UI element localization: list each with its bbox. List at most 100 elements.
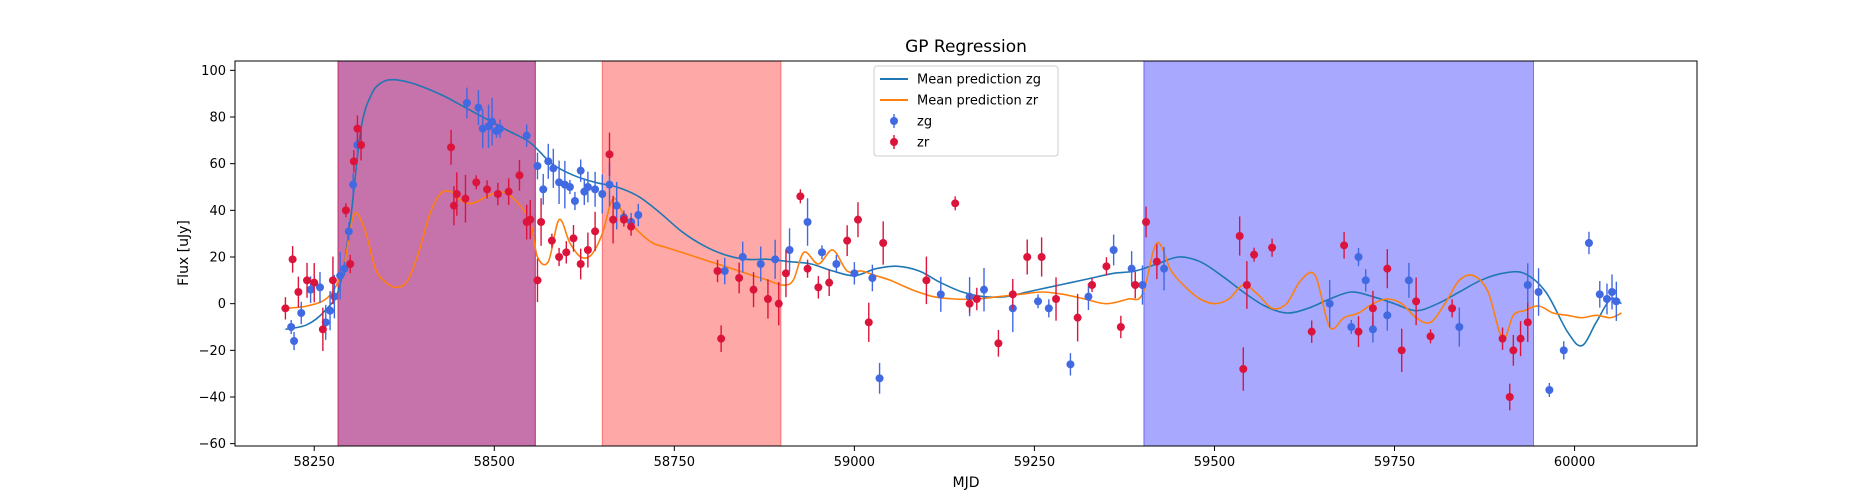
zr-point (318, 325, 327, 334)
zr-point (357, 141, 366, 149)
zr-point (1131, 281, 1140, 289)
zr-point (562, 248, 571, 257)
zg-point (868, 274, 877, 282)
zr-point (310, 278, 319, 287)
legend-marker-swatch (890, 117, 898, 125)
zg-point (462, 99, 471, 107)
zr-point (346, 260, 355, 268)
zr-point (281, 304, 290, 313)
zg-point (832, 260, 841, 268)
zg-point (315, 283, 324, 292)
legend-label: Mean prediction zg (917, 73, 1041, 88)
shaded-regions (337, 61, 1535, 446)
zg-point (875, 374, 884, 383)
zg-point (1455, 323, 1464, 331)
zr-point (843, 236, 852, 245)
x-axis-label: MJD (953, 475, 980, 491)
legend-label: zg (917, 115, 932, 130)
zg-point (598, 190, 607, 198)
chart-title: GP Regression (905, 37, 1027, 57)
zr-point (449, 201, 458, 210)
zg-point (1602, 295, 1611, 303)
zr-point (735, 274, 744, 282)
zg-point (349, 180, 358, 189)
zg-point (1084, 292, 1093, 301)
zg-point (1347, 323, 1356, 331)
zr-point (1052, 295, 1061, 303)
zr-point (472, 178, 481, 187)
zr-point (774, 299, 783, 308)
zr-point (605, 150, 614, 159)
x-tick-label: 59500 (1194, 455, 1235, 470)
zr-point (749, 285, 758, 294)
zg-point (1034, 297, 1043, 306)
zr-point (533, 276, 542, 285)
x-tick-label: 59000 (834, 455, 875, 470)
legend-marker-swatch (890, 138, 898, 146)
zg-point (1545, 386, 1554, 394)
zg-point (1354, 253, 1363, 261)
y-tick-label: 80 (209, 111, 226, 126)
zr-point (1008, 290, 1017, 299)
zg-point (321, 318, 330, 327)
zg-point (522, 131, 531, 140)
zg-point (1404, 276, 1413, 285)
zr-point (1142, 218, 1151, 226)
zg-point (297, 309, 306, 317)
zr-point (1088, 281, 1097, 289)
zr-point (1073, 313, 1082, 322)
zr-point (1498, 334, 1507, 343)
zg-point (544, 157, 553, 166)
zr-point (1268, 243, 1277, 252)
observations (281, 87, 1621, 411)
zr-point (555, 253, 564, 261)
zg-point (1044, 304, 1053, 313)
zg-point (756, 260, 765, 268)
x-tick-label: 60000 (1554, 455, 1595, 470)
zr-point (1037, 253, 1046, 261)
zr-point (1340, 241, 1349, 250)
zr-point (288, 255, 297, 264)
zr-point (447, 143, 456, 152)
y-tick-label: −60 (199, 437, 226, 452)
legend: Mean prediction zg Mean prediction zr zg zr (873, 65, 1059, 157)
x-tick-label: 58750 (654, 455, 695, 470)
zr-point (796, 192, 805, 201)
zr-point (1397, 346, 1406, 355)
x-tick-label: 59250 (1014, 455, 1055, 470)
zg-point (738, 253, 747, 261)
zg-point (612, 201, 621, 210)
zg-point (1361, 276, 1370, 285)
shaded-region-3 (1143, 61, 1535, 446)
zg-point (771, 255, 780, 264)
zr-point (814, 283, 823, 292)
zg-point (488, 117, 497, 126)
zg-point (1127, 264, 1136, 273)
zr-point (972, 295, 981, 303)
zg-point (980, 285, 989, 294)
zr-point (1102, 262, 1111, 271)
zr-point (951, 199, 960, 208)
zg-point (1608, 288, 1617, 296)
zr-point (864, 318, 873, 327)
y-tick-label: 20 (209, 251, 226, 266)
zr-point (1383, 264, 1392, 273)
zr-point (303, 276, 312, 285)
zg-point (344, 227, 353, 236)
zg-point (1325, 299, 1334, 308)
zg-point (591, 185, 600, 194)
zr-point (576, 260, 585, 268)
zr-point (713, 267, 722, 275)
zr-point (1505, 393, 1514, 401)
zr-point (515, 171, 524, 180)
y-axis-label: Flux [uJy] (176, 220, 192, 286)
legend-label: zr (917, 136, 930, 151)
x-tick-label: 58500 (474, 455, 515, 470)
zr-point (803, 264, 812, 273)
plot-frame (234, 60, 1698, 447)
zr-point (1307, 327, 1316, 336)
legend-box (873, 65, 1059, 157)
zr-point (537, 218, 546, 226)
zr-point (1516, 334, 1525, 343)
zg-point (720, 267, 729, 275)
